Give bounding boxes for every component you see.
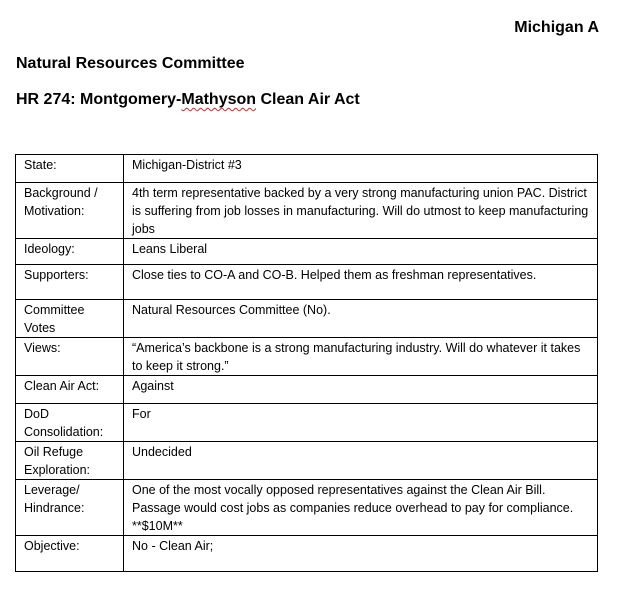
row-label: Views: [15,337,124,376]
row-label: State: [15,154,124,183]
row-value: Natural Resources Committee (No). [123,299,598,338]
row-label: Background / Motivation: [15,182,124,239]
row-value: Undecided [123,441,598,480]
row-label: Oil Refuge Exploration: [15,441,124,480]
row-value: Michigan-District #3 [123,154,598,183]
row-value: Against [123,375,598,404]
table-row: Committee Votes Natural Resources Committ… [15,299,598,338]
profile-table: State: Michigan-District #3 Background / M… [15,154,598,572]
table-row: DoD Consolidation: For [15,403,598,442]
row-label: Committee Votes [15,299,124,338]
row-label: DoD Consolidation: [15,403,124,442]
table-row: Oil Refuge Exploration: Undecided [15,441,598,480]
table-row: Ideology: Leans Liberal [15,238,598,265]
row-value: No - Clean Air; [123,535,598,572]
row-value: 4th term representative backed by a very… [123,182,598,239]
row-value: “America’s backbone is a strong manufact… [123,337,598,376]
table-row: State: Michigan-District #3 [15,154,598,183]
row-value: Close ties to CO-A and CO-B. Helped them… [123,264,598,300]
row-label: Ideology: [15,238,124,265]
committee-heading: Natural Resources Committee [16,55,245,72]
bill-suffix: Clean Air Act [256,91,360,108]
row-label: Objective: [15,535,124,572]
table-row: Clean Air Act: Against [15,375,598,404]
row-label: Clean Air Act: [15,375,124,404]
row-value: Leans Liberal [123,238,598,265]
bill-prefix: HR 274: Montgomery- [16,91,182,108]
table-row: Supporters: Close ties to CO-A and CO-B. … [15,264,598,300]
table-row: Views: “America’s backbone is a strong ma… [15,337,598,376]
table-row: Objective: No - Clean Air; [15,535,598,572]
row-label: Supporters: [15,264,124,300]
misspelled-word: Mathyson [181,91,257,108]
table-row: Background / Motivation: 4th term represe… [15,182,598,239]
row-value: For [123,403,598,442]
row-label: Leverage/ Hindrance: [15,479,124,536]
table-row: Leverage/ Hindrance: One of the most voca… [15,479,598,536]
bill-heading: HR 274: Montgomery-Mathyson Clean Air Ac… [16,91,360,109]
document-tag: Michigan A [514,19,599,36]
row-value: One of the most vocally opposed represen… [123,479,598,536]
